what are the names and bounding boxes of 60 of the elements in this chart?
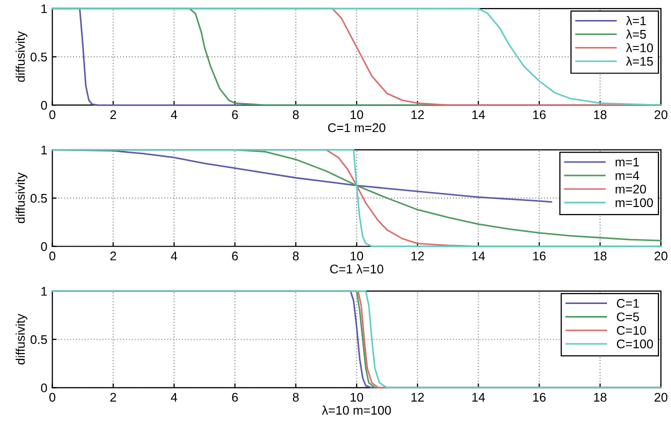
x-tick-label: 18 <box>594 110 606 120</box>
x-tick-label: 12 <box>412 110 424 119</box>
legend-label: m=1 <box>616 158 639 166</box>
x-tick-label: 12 <box>412 392 424 402</box>
legend-label: C=1 <box>616 298 639 308</box>
x-tick-label: 6 <box>232 392 238 402</box>
x-tick-label: 16 <box>533 392 546 402</box>
x-tick-label: 6 <box>232 252 238 260</box>
legend-label: C=100 <box>616 340 653 348</box>
x-tick-label: 10 <box>350 252 364 260</box>
x-tick-label: 2 <box>110 252 116 260</box>
x-axis-title: C=1 λ=10 <box>330 264 384 274</box>
x-tick-label: 14 <box>472 392 485 402</box>
x-tick-label: 20 <box>654 252 668 260</box>
y-tick-label: 0 <box>41 100 47 110</box>
x-tick-label: 0 <box>49 252 56 260</box>
x-tick-label: 0 <box>49 110 56 120</box>
x-axis-title: C=1 m=20 <box>328 123 386 132</box>
y-tick-label: 1 <box>41 4 47 14</box>
legend-label: λ=5 <box>626 30 646 39</box>
x-tick-label: 18 <box>594 252 606 260</box>
legend-label: λ=10 <box>626 43 653 52</box>
legend-label: m=20 <box>616 184 646 194</box>
x-tick-label: 8 <box>292 110 299 120</box>
x-tick-label: 4 <box>170 392 178 402</box>
y-axis-title: diffusivity <box>16 31 28 82</box>
x-tick-label: 20 <box>654 392 668 402</box>
x-tick-label: 4 <box>170 252 178 260</box>
x-tick-label: 8 <box>292 252 299 260</box>
y-tick-label: 0.5 <box>30 52 47 62</box>
y-tick-label: 0 <box>41 383 47 392</box>
x-tick-label: 8 <box>292 392 299 402</box>
x-tick-label: 16 <box>533 252 546 260</box>
y-axis-title: diffusivity <box>16 172 28 224</box>
legend-label: m=4 <box>616 171 640 180</box>
legend-label: m=100 <box>616 198 653 208</box>
legend-label: C=5 <box>616 312 640 322</box>
y-tick-label: 0.5 <box>30 194 47 203</box>
x-tick-label: 2 <box>110 392 116 402</box>
x-tick-label: 6 <box>232 110 238 120</box>
x-tick-label: 14 <box>472 110 485 119</box>
x-tick-label: 10 <box>350 392 364 402</box>
x-axis-title: λ=10 m=100 <box>322 406 391 415</box>
y-axis-title: diffusivity <box>16 314 28 364</box>
y-tick-label: 1 <box>41 146 47 154</box>
x-tick-label: 14 <box>472 252 485 260</box>
x-tick-label: 20 <box>654 110 668 120</box>
x-tick-label: 2 <box>110 110 116 119</box>
x-tick-label: 0 <box>49 392 56 402</box>
legend-label: λ=15 <box>626 56 653 66</box>
x-tick-label: 12 <box>412 252 424 260</box>
legend-label: C=10 <box>616 326 646 335</box>
y-tick-label: 0 <box>41 242 47 252</box>
x-tick-label: 4 <box>170 110 178 119</box>
legend-label: λ=1 <box>626 16 646 26</box>
x-tick-label: 16 <box>533 110 546 120</box>
x-tick-label: 18 <box>594 392 606 402</box>
y-tick-label: 0.5 <box>30 335 47 344</box>
y-tick-label: 1 <box>41 287 47 296</box>
x-tick-label: 10 <box>350 110 364 120</box>
